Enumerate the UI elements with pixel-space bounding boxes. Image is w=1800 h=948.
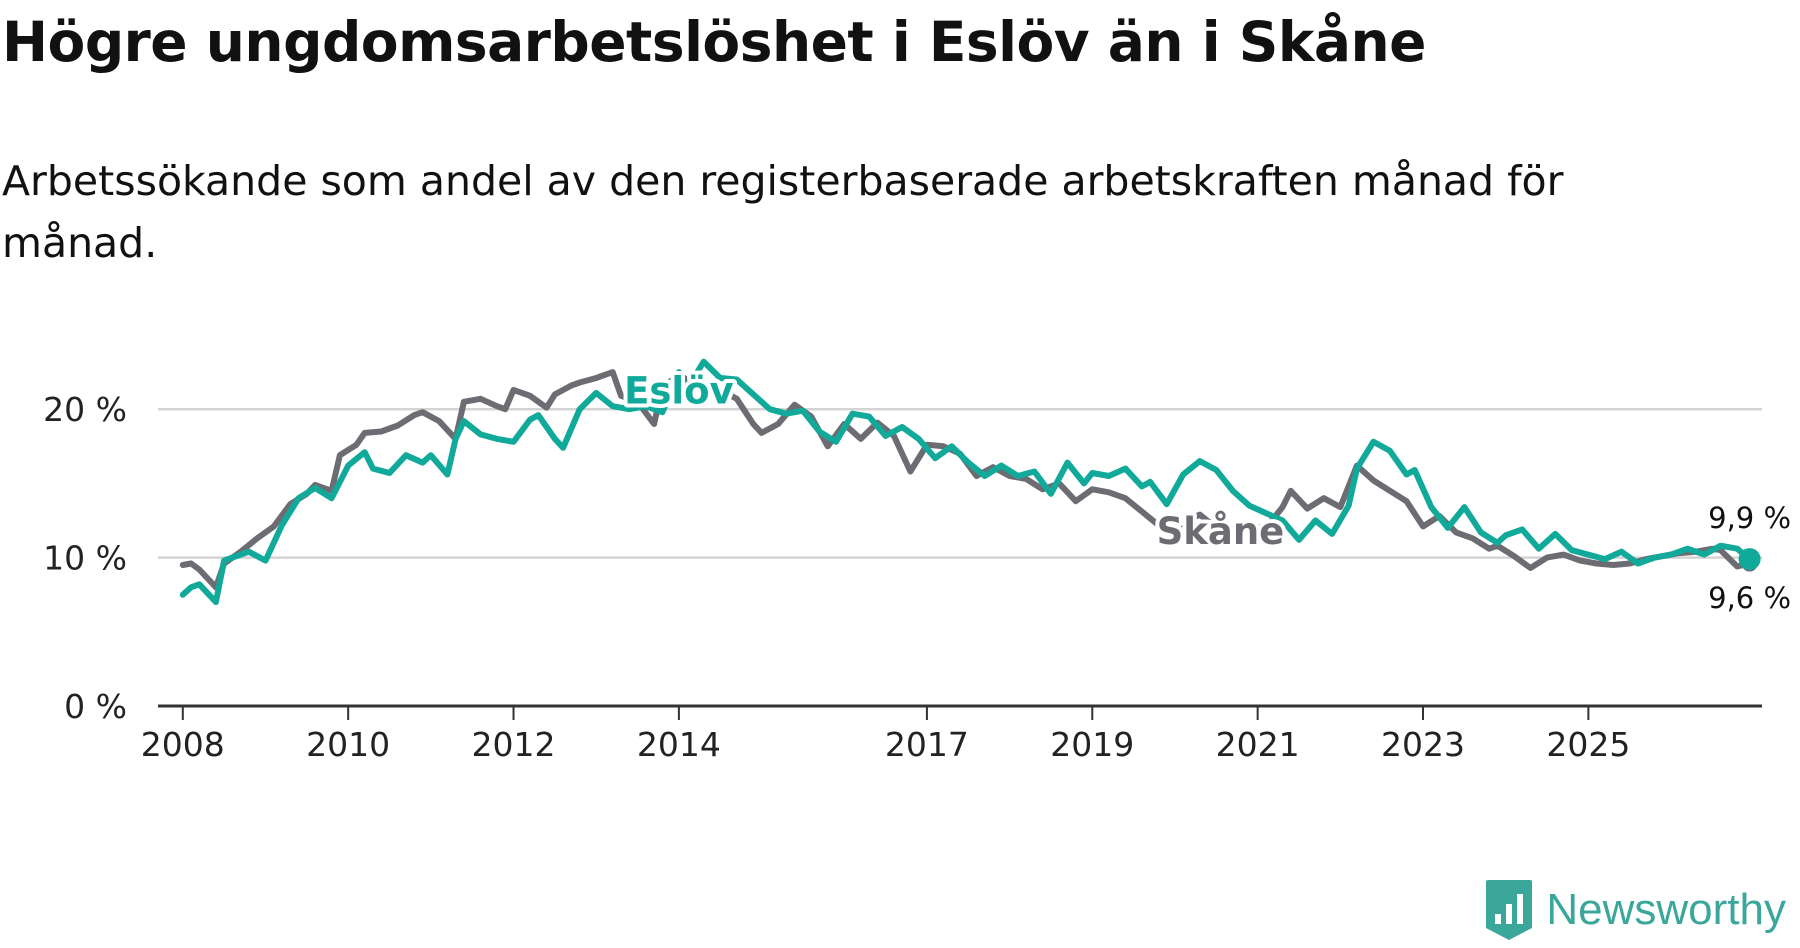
label-layer: Skåne Eslöv 9,9 % 9,6 % (620, 365, 1791, 615)
x-tick-label: 2017 (885, 725, 969, 764)
series-end-point (1738, 548, 1761, 571)
y-tick-label: 20 % (43, 390, 127, 429)
x-tick-label: 2012 (472, 725, 556, 764)
y-tick-label: 0 % (64, 687, 127, 726)
series-line-skåne (179, 369, 1753, 591)
brand-name: Newsworthy (1546, 885, 1786, 934)
x-tick-label: 2010 (306, 725, 390, 764)
y-tick-label: 10 % (43, 539, 127, 578)
chart-title: Högre ungdomsarbetslöshet i Eslöv än i S… (2, 10, 1426, 74)
series-label-skane: Skåne (1157, 510, 1285, 553)
x-tick-label: 2019 (1050, 725, 1134, 764)
y-axis-ticks: 0 % 10 % 20 % (43, 390, 127, 726)
x-axis-ticks: 2008 2010 2012 2014 2017 2019 2021 2023 2025 (141, 706, 1630, 764)
grid-layer (158, 407, 1762, 708)
brand-logo: Newsworthy (1484, 878, 1786, 942)
series-line-eslöv (179, 358, 1753, 606)
end-label-eslov: 9,9 % (1708, 501, 1791, 535)
end-label-skane: 9,6 % (1708, 581, 1791, 615)
x-tick-label: 2008 (141, 725, 225, 764)
series-label-eslov: Eslöv (624, 369, 734, 412)
x-tick-label: 2023 (1381, 725, 1465, 764)
series-layer (179, 358, 1761, 606)
newsworthy-icon (1486, 880, 1533, 940)
x-tick-label: 2021 (1216, 725, 1300, 764)
x-tick-label: 2014 (637, 725, 721, 764)
chart-subtitle: Arbetssökande som andel av den registerb… (2, 157, 1564, 267)
x-tick-label: 2025 (1546, 725, 1630, 764)
line-chart: 0 % 10 % 20 % 2008 2010 2012 2014 2017 2019 2021… (43, 358, 1791, 764)
